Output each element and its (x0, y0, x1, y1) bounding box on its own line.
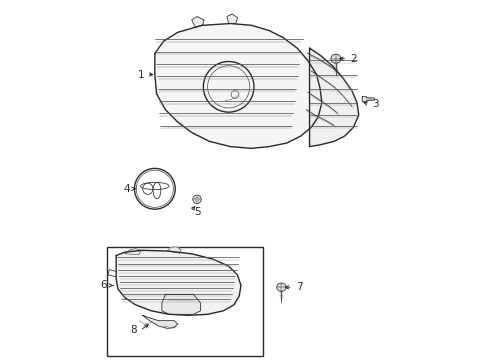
Ellipse shape (330, 54, 340, 63)
Text: 4: 4 (123, 184, 130, 194)
Polygon shape (125, 248, 141, 255)
Text: 5: 5 (193, 207, 200, 217)
Polygon shape (226, 14, 237, 23)
Polygon shape (309, 48, 358, 147)
Polygon shape (116, 250, 241, 315)
Polygon shape (142, 315, 177, 328)
Text: 6: 6 (101, 280, 107, 291)
Text: 3: 3 (371, 99, 378, 109)
Polygon shape (155, 23, 321, 148)
Text: 2: 2 (349, 54, 356, 64)
Polygon shape (191, 17, 203, 27)
Text: 1: 1 (137, 69, 144, 80)
Text: 8: 8 (130, 325, 137, 336)
Ellipse shape (192, 195, 201, 203)
Bar (106, 247, 263, 356)
Polygon shape (362, 97, 374, 102)
Ellipse shape (276, 283, 285, 292)
Polygon shape (167, 247, 181, 253)
Text: 7: 7 (295, 282, 302, 292)
Polygon shape (162, 294, 200, 314)
